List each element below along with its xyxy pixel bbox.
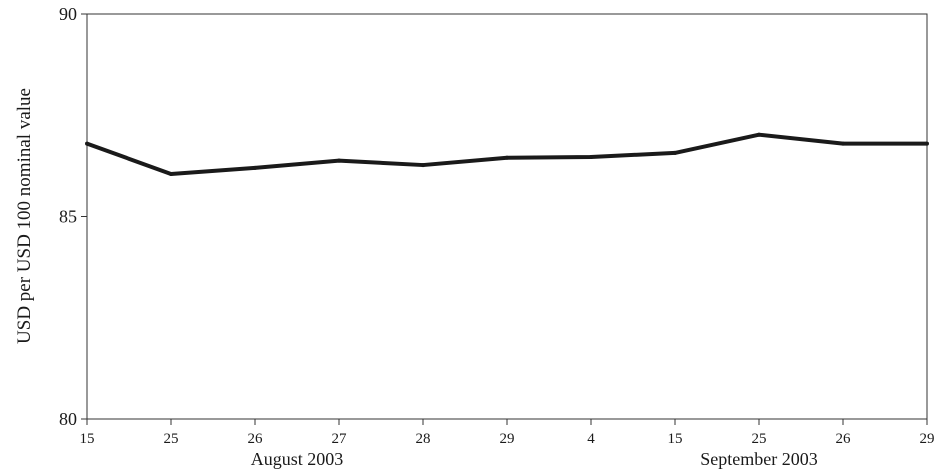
x-tick-label: 26 <box>836 431 852 447</box>
x-tick-label: 25 <box>164 431 179 447</box>
data-point <box>421 163 425 168</box>
data-point <box>253 165 257 170</box>
data-point <box>841 141 845 146</box>
axes <box>86 13 928 420</box>
y-tick-label: 85 <box>59 207 77 227</box>
y-tick-label: 80 <box>59 409 77 429</box>
data-point <box>337 158 341 163</box>
plot-area-border <box>86 13 928 420</box>
y-axis-ticks: 80 85 90 <box>59 4 87 429</box>
x-tick-label: 29 <box>500 431 515 447</box>
data-point <box>589 154 593 159</box>
series-line <box>86 132 927 176</box>
data-point <box>505 155 509 160</box>
month-labels: August 2003 September 2003 <box>251 449 818 469</box>
x-tick-label: 15 <box>80 431 95 447</box>
x-axis-ticks: 15 25 26 27 28 29 4 15 25 26 29 <box>80 419 935 447</box>
x-tick-label: 4 <box>587 431 595 447</box>
data-point <box>169 171 173 176</box>
y-axis-title: USD per USD 100 nominal value <box>14 88 35 344</box>
month-label: August 2003 <box>251 449 344 469</box>
month-label: September 2003 <box>700 449 817 469</box>
data-point <box>925 141 929 146</box>
x-tick-label: 15 <box>668 431 683 447</box>
x-tick-label: 26 <box>248 431 264 447</box>
data-point <box>85 141 89 146</box>
x-tick-label: 29 <box>920 431 935 447</box>
y-tick-label: 90 <box>59 4 77 24</box>
x-tick-label: 25 <box>752 431 767 447</box>
series-layer <box>85 132 929 176</box>
data-point <box>757 132 761 137</box>
x-tick-label: 28 <box>416 431 431 447</box>
data-point <box>673 150 677 155</box>
x-tick-label: 27 <box>332 431 348 447</box>
